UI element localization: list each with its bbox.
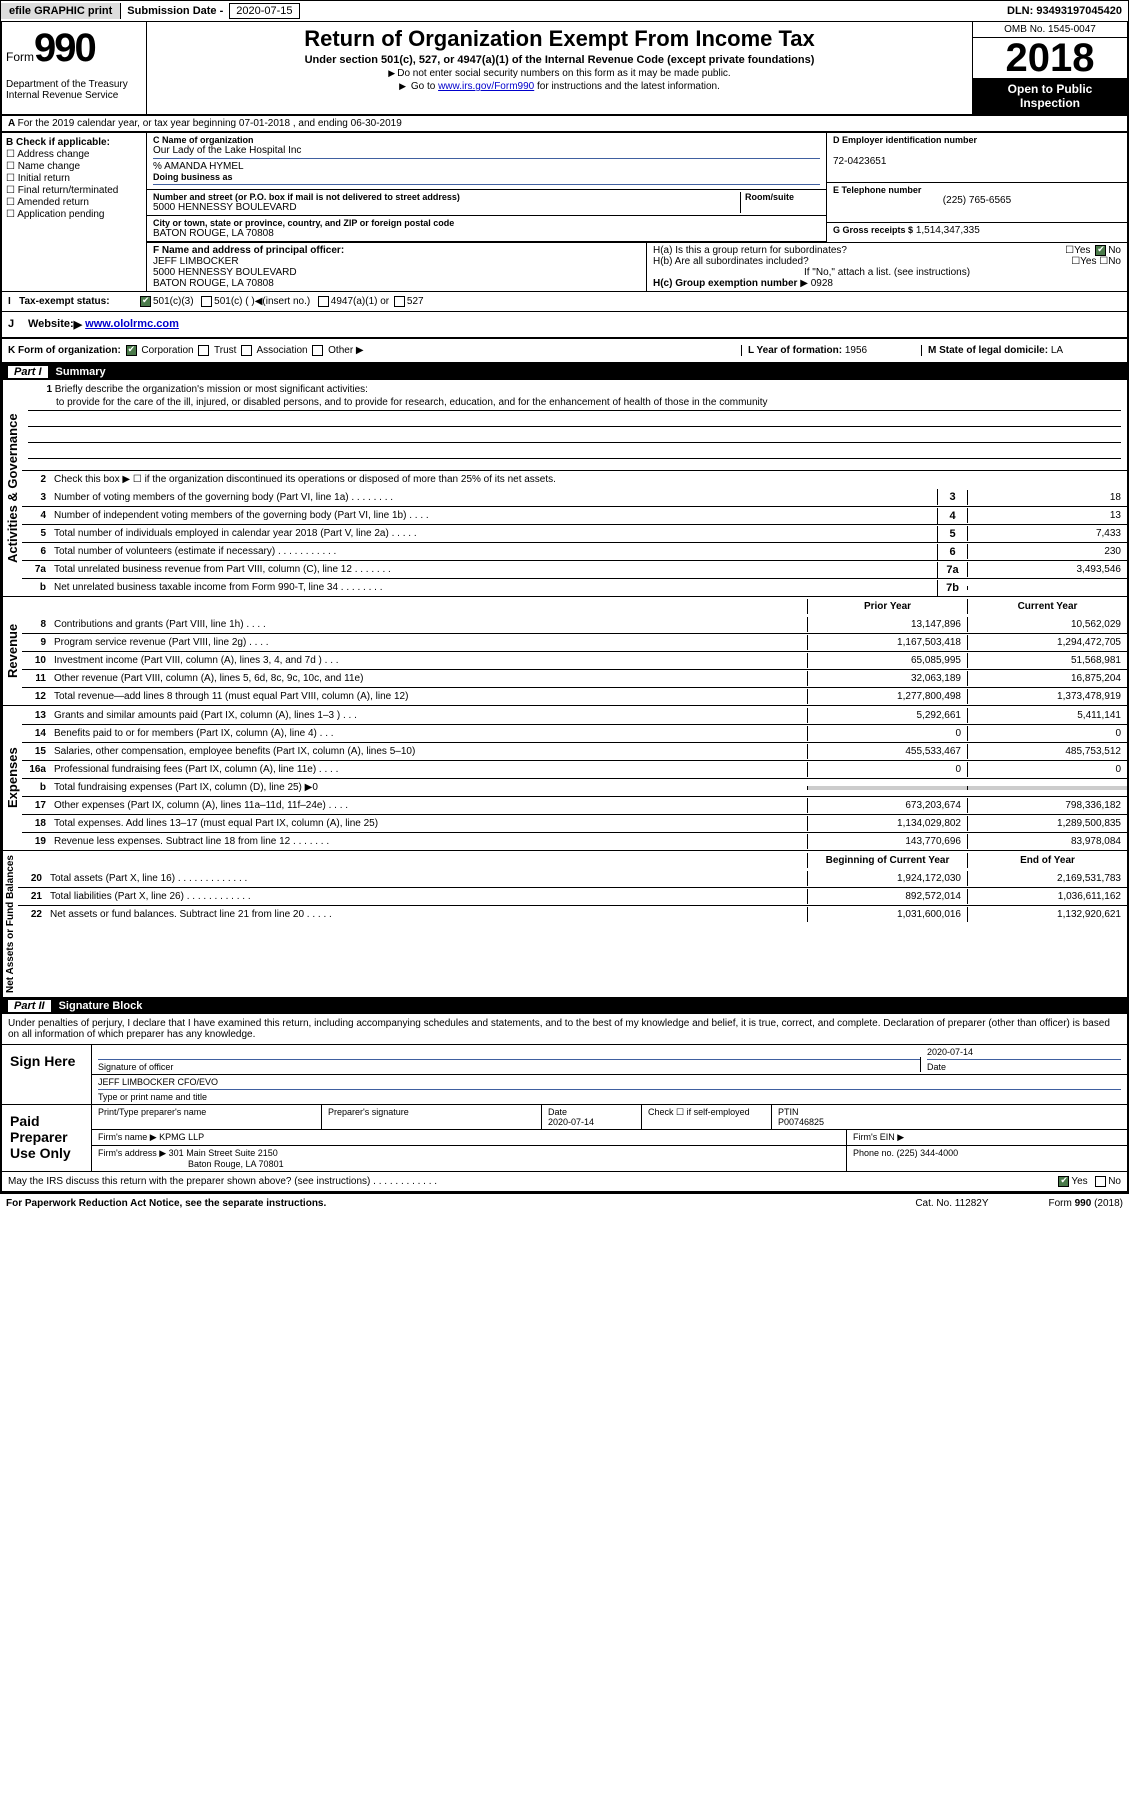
sidebar-netassets: Net Assets or Fund Balances — [2, 851, 18, 997]
group-return: H(a) Is this a group return for subordin… — [647, 243, 1127, 291]
sub-date: 2020-07-15 — [229, 3, 299, 19]
mission: 1 Briefly describe the organization's mi… — [22, 380, 1127, 470]
col-b: B Check if applicable: ☐ Address change … — [2, 133, 147, 291]
addr: Number and street (or P.O. box if mail i… — [153, 192, 740, 213]
revenue-line: 9Program service revenue (Part VIII, lin… — [22, 633, 1127, 651]
netasset-line: 22Net assets or fund balances. Subtract … — [18, 905, 1127, 923]
prep-sig: Preparer's signature — [322, 1105, 542, 1129]
officer: F Name and address of principal officer:… — [147, 243, 647, 291]
chk-app[interactable]: ☐ Application pending — [6, 209, 142, 220]
end-year-hdr: End of Year — [967, 853, 1127, 868]
sign-here: Sign Here — [2, 1045, 92, 1104]
firm-name: Firm's name ▶ KPMG LLP — [92, 1130, 847, 1145]
chk-init[interactable]: ☐ Initial return — [6, 173, 142, 184]
summary-line: 6Total number of volunteers (estimate if… — [22, 542, 1127, 560]
expense-line: 15Salaries, other compensation, employee… — [22, 742, 1127, 760]
501c[interactable] — [201, 296, 212, 307]
note2: Go to www.irs.gov/Form990 for instructio… — [155, 81, 964, 92]
title: Return of Organization Exempt From Incom… — [155, 26, 964, 52]
sidebar-revenue: Revenue — [2, 597, 22, 705]
city: City or town, state or province, country… — [147, 216, 826, 242]
firm-addr: Firm's address ▶ 301 Main Street Suite 2… — [92, 1146, 847, 1171]
trust[interactable] — [198, 345, 209, 356]
discuss-yes[interactable] — [1058, 1176, 1069, 1187]
room: Room/suite — [740, 192, 820, 213]
ptin: PTINP00746825 — [772, 1105, 1127, 1129]
revenue-line: 10Investment income (Part VIII, column (… — [22, 651, 1127, 669]
header: Form 990 Department of the Treasury Inte… — [0, 22, 1129, 116]
form990-link[interactable]: www.irs.gov/Form990 — [438, 81, 534, 92]
expense-line: 14Benefits paid to or for members (Part … — [22, 724, 1127, 742]
netasset-line: 20Total assets (Part X, line 16) . . . .… — [18, 869, 1127, 887]
expense-line: 18Total expenses. Add lines 13–17 (must … — [22, 814, 1127, 832]
expense-line: 16aProfessional fundraising fees (Part I… — [22, 760, 1127, 778]
subtitle: Under section 501(c), 527, or 4947(a)(1)… — [155, 54, 964, 66]
expense-line: bTotal fundraising expenses (Part IX, co… — [22, 778, 1127, 796]
declaration: Under penalties of perjury, I declare th… — [2, 1014, 1127, 1044]
gross: G Gross receipts $ 1,514,347,335 — [827, 223, 1127, 238]
revenue-line: 8Contributions and grants (Part VIII, li… — [22, 615, 1127, 633]
website-link[interactable]: www.ololrmc.com — [85, 318, 179, 331]
form-word: Form — [6, 50, 34, 64]
year-formed: L Year of formation: 1956 — [741, 345, 921, 356]
summary-line: bNet unrelated business taxable income f… — [22, 578, 1127, 596]
corp[interactable] — [126, 345, 137, 356]
section-a: A For the 2019 calendar year, or tax yea… — [0, 116, 1129, 133]
other[interactable] — [312, 345, 323, 356]
footer: For Paperwork Reduction Act Notice, see … — [0, 1193, 1129, 1213]
firm-ein: Firm's EIN ▶ — [847, 1130, 1127, 1145]
state: M State of legal domicile: LA — [921, 345, 1121, 356]
summary-line: 4Number of independent voting members of… — [22, 506, 1127, 524]
phone: E Telephone number (225) 765-6565 — [827, 183, 1127, 223]
netasset-line: 21Total liabilities (Part X, line 26) . … — [18, 887, 1127, 905]
current-year-hdr: Current Year — [967, 599, 1127, 614]
revenue-line: 11Other revenue (Part VIII, column (A), … — [22, 669, 1127, 687]
paid-prep: Paid Preparer Use Only — [2, 1105, 92, 1171]
prior-year-hdr: Prior Year — [807, 599, 967, 614]
firm-phone: Phone no. (225) 344-4000 — [847, 1146, 1127, 1171]
topbar: efile GRAPHIC print Submission Date - 20… — [0, 0, 1129, 22]
prep-date: Date2020-07-14 — [542, 1105, 642, 1129]
summary-line: 7aTotal unrelated business revenue from … — [22, 560, 1127, 578]
501c3[interactable] — [140, 296, 151, 307]
assoc[interactable] — [241, 345, 252, 356]
discuss-row: May the IRS discuss this return with the… — [2, 1171, 1127, 1191]
summary-line: 5Total number of individuals employed in… — [22, 524, 1127, 542]
chk-final[interactable]: ☐ Final return/terminated — [6, 185, 142, 196]
note1: Do not enter social security numbers on … — [155, 68, 964, 79]
sub-label: Submission Date - — [121, 3, 229, 19]
chk-addr[interactable]: ☐ Address change — [6, 149, 142, 160]
year: 2018 — [973, 38, 1127, 78]
chk-name[interactable]: ☐ Name change — [6, 161, 142, 172]
ein: D Employer identification number 72-0423… — [827, 133, 1127, 183]
org-name: C Name of organization Our Lady of the L… — [147, 133, 826, 190]
inspect: Open to Public Inspection — [973, 78, 1127, 114]
efile-btn[interactable]: efile GRAPHIC print — [1, 3, 121, 19]
sidebar-activities: Activities & Governance — [2, 380, 22, 596]
4947[interactable] — [318, 296, 329, 307]
part1-hdr: Part I Summary — [0, 364, 1129, 380]
ha-no[interactable] — [1095, 245, 1106, 256]
chk-amend[interactable]: ☐ Amended return — [6, 197, 142, 208]
part2-hdr: Part II Signature Block — [0, 998, 1129, 1014]
527[interactable] — [394, 296, 405, 307]
prep-name: Print/Type preparer's name — [92, 1105, 322, 1129]
expense-line: 13Grants and similar amounts paid (Part … — [22, 706, 1127, 724]
dln: DLN: 93493197045420 — [1007, 5, 1128, 17]
self-emp: Check ☐ if self-employed — [642, 1105, 772, 1129]
dept: Department of the Treasury Internal Reve… — [6, 79, 142, 101]
beg-year-hdr: Beginning of Current Year — [807, 853, 967, 868]
form-num: 990 — [34, 26, 95, 71]
revenue-line: 12Total revenue—add lines 8 through 11 (… — [22, 687, 1127, 705]
form-ref: Form 990 (2018) — [1049, 1198, 1123, 1209]
expense-line: 17Other expenses (Part IX, column (A), l… — [22, 796, 1127, 814]
sidebar-expenses: Expenses — [2, 706, 22, 850]
expense-line: 19Revenue less expenses. Subtract line 1… — [22, 832, 1127, 850]
summary-line: 3Number of voting members of the governi… — [22, 488, 1127, 506]
discuss-no[interactable] — [1095, 1176, 1106, 1187]
